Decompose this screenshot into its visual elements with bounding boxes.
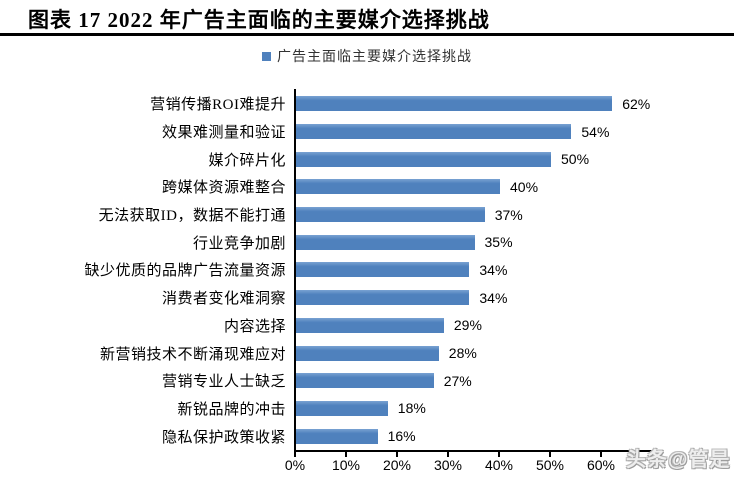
bar-row: 行业竞争加剧 35% [0, 228, 734, 256]
bar [296, 345, 439, 361]
bar [296, 96, 613, 112]
value-label: 34% [479, 289, 508, 306]
value-label: 40% [510, 178, 539, 195]
x-axis-tick-label: 20% [382, 457, 412, 473]
bar-row: 新锐品牌的冲击 18% [0, 395, 734, 423]
category-label: 媒介碎片化 [208, 152, 286, 169]
value-label: 27% [443, 372, 472, 389]
watermark: 头条@管是 [626, 449, 731, 471]
bar [296, 428, 378, 444]
x-axis-tick-label: 30% [433, 457, 463, 473]
x-axis-tick [600, 452, 602, 457]
bar [296, 290, 470, 306]
title-divider [0, 33, 734, 36]
legend-marker-icon [262, 51, 271, 61]
x-axis-tick [447, 452, 449, 457]
x-axis-tick [549, 452, 551, 457]
bar-row: 内容选择 29% [0, 312, 734, 340]
value-label: 28% [448, 345, 477, 362]
x-axis-tick [651, 452, 653, 457]
value-label: 34% [479, 261, 508, 278]
bar [296, 151, 551, 167]
value-label: 18% [397, 400, 426, 417]
category-label: 无法获取ID，数据不能打通 [98, 208, 286, 225]
x-axis-tick-label: 50% [535, 457, 565, 473]
value-label: 37% [494, 206, 523, 223]
x-axis-tick-label: 60% [586, 457, 616, 473]
bar-row: 媒介碎片化 50% [0, 145, 734, 173]
bar-row: 营销专业人士缺乏 27% [0, 367, 734, 395]
category-label: 效果难测量和验证 [161, 125, 286, 142]
bar [296, 179, 500, 195]
x-axis-tick-label: 0% [284, 457, 306, 473]
x-axis-tick [498, 452, 500, 457]
category-label: 行业竞争加剧 [192, 235, 286, 252]
bar [296, 262, 470, 278]
category-label: 营销专业人士缺乏 [161, 374, 286, 391]
value-label: 16% [387, 428, 416, 445]
figure-title: 图表 17 2022 年广告主面临的主要媒介选择挑战 [28, 8, 490, 32]
category-label: 内容选择 [223, 318, 286, 335]
bar-row: 跨媒体资源难整合 40% [0, 173, 734, 201]
category-label: 营销传播ROI难提升 [150, 97, 286, 114]
bar [296, 207, 485, 223]
value-label: 29% [453, 317, 482, 334]
category-label: 跨媒体资源难整合 [161, 180, 286, 197]
x-axis-tick [345, 452, 347, 457]
bar-row: 隐私保护政策收紧 16% [0, 422, 734, 450]
bar [296, 317, 444, 333]
bar-row: 营销传播ROI难提升 62% [0, 90, 734, 118]
bar [296, 400, 388, 416]
category-label: 新锐品牌的冲击 [177, 401, 286, 418]
category-label: 新营销技术不断涌现难应对 [99, 346, 286, 363]
bar-row: 新营销技术不断涌现难应对 28% [0, 339, 734, 367]
bar [296, 124, 572, 140]
y-axis-line [294, 89, 296, 452]
bar-row: 效果难测量和验证 54% [0, 118, 734, 146]
value-label: 54% [581, 123, 610, 140]
bar [296, 234, 475, 250]
x-axis-tick [294, 452, 296, 457]
bar-row: 无法获取ID，数据不能打通 37% [0, 201, 734, 229]
bar-row: 消费者变化难洞察 34% [0, 284, 734, 312]
value-label: 35% [484, 234, 513, 251]
category-label: 消费者变化难洞察 [161, 291, 286, 308]
bar-row: 缺少优质的品牌广告流量资源 34% [0, 256, 734, 284]
bar [296, 373, 434, 389]
legend: 广告主面临主要媒介选择挑战 [0, 46, 734, 66]
x-axis-tick [396, 452, 398, 457]
x-axis-tick-label: 40% [484, 457, 514, 473]
x-axis-line [294, 450, 655, 452]
x-axis-tick-label: 10% [331, 457, 361, 473]
legend-label: 广告主面临主要媒介选择挑战 [277, 50, 472, 65]
category-label: 隐私保护政策收紧 [161, 429, 286, 446]
value-label: 62% [622, 95, 651, 112]
category-label: 缺少优质的品牌广告流量资源 [84, 263, 286, 280]
value-label: 50% [561, 151, 590, 168]
